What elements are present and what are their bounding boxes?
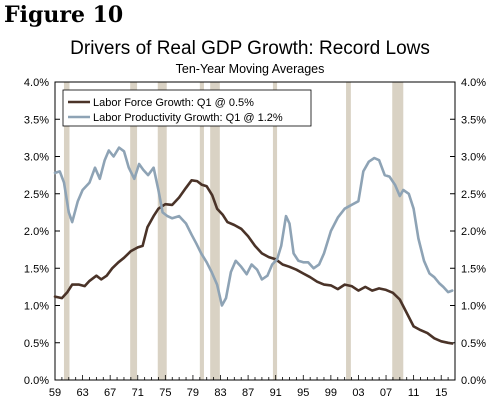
y-tick-label-left: 3.5%: [24, 114, 49, 126]
y-tick-label-right: 1.0%: [461, 301, 486, 313]
figure-label: Figure 10: [4, 2, 124, 28]
chart-title: Drivers of Real GDP Growth: Record Lows: [70, 38, 430, 59]
y-tick-label-right: 4.0%: [461, 77, 486, 89]
recession-bands: [63, 82, 404, 380]
x-tick-label: 99: [325, 387, 337, 399]
x-tick-label: 75: [159, 387, 171, 399]
chart-subtitle: Ten-Year Moving Averages: [175, 62, 325, 76]
y-axis-left-labels: 0.0% 0.5% 1.0% 1.5% 2.0% 2.5% 3.0% 3.5% 4.0%: [24, 77, 49, 387]
x-tick-label: 59: [49, 387, 61, 399]
x-tick-label: 11: [408, 387, 419, 399]
y-tick-label-left: 2.0%: [24, 226, 49, 238]
y-tick-label-right: 2.0%: [461, 226, 486, 238]
y-tick-label-left: 1.5%: [24, 263, 49, 275]
series-lines: [53, 146, 454, 345]
x-tick-label: 63: [76, 387, 88, 399]
recession-band-1: [130, 82, 138, 380]
legend-entry-labor-force: Labor Force Growth: Q1 @ 0.5%: [93, 97, 254, 109]
x-tick-label: 83: [214, 387, 226, 399]
recession-band-7: [392, 82, 404, 380]
x-tick-label: 71: [132, 387, 144, 399]
series-line-labor-productivity: [53, 146, 454, 307]
y-tick-label-left: 3.0%: [24, 152, 49, 164]
y-tick-label-left: 2.5%: [24, 189, 49, 201]
y-tick-label-right: 0.0%: [461, 375, 486, 387]
legend-box: [62, 89, 312, 127]
recession-band-6: [346, 82, 351, 380]
y-tick-label-left: 0.0%: [24, 375, 49, 387]
y-tick-label-right: 3.5%: [461, 114, 486, 126]
x-tick-label: 15: [435, 387, 447, 399]
x-tick-label: 03: [352, 387, 364, 399]
series-line-labor-force: [53, 179, 454, 345]
x-tick-label: 95: [297, 387, 309, 399]
x-tick-label: 07: [380, 387, 392, 399]
recession-band-4: [210, 82, 220, 380]
x-tick-label: 67: [104, 387, 116, 399]
x-tick-label: 87: [242, 387, 254, 399]
x-tick-label: 91: [270, 387, 282, 399]
recession-band-5: [272, 82, 278, 380]
x-axis-labels: 59 63 67 71 75 79 83 87 91 95 99 03 07 11 15: [49, 387, 447, 399]
y-tick-label-left: 0.5%: [24, 338, 49, 350]
recession-band-3: [199, 82, 204, 380]
y-tick-label-right: 2.5%: [461, 189, 486, 201]
y-tick-label-left: 4.0%: [24, 77, 49, 89]
y-tick-label-right: 1.5%: [461, 263, 486, 275]
legend-entry-labor-productivity: Labor Productivity Growth: Q1 @ 1.2%: [93, 112, 283, 124]
legend: Labor Force Growth: Q1 @ 0.5% Labor Prod…: [62, 89, 312, 127]
y-axis-right-labels: 0.0% 0.5% 1.0% 1.5% 2.0% 2.5% 3.0% 3.5% 4.0%: [461, 77, 486, 387]
y-tick-label-right: 3.0%: [461, 152, 486, 164]
recession-band-2: [157, 82, 167, 380]
recession-band-0: [63, 82, 70, 380]
y-tick-label-left: 1.0%: [24, 301, 49, 313]
x-tick-label: 79: [187, 387, 199, 399]
y-tick-label-right: 0.5%: [461, 338, 486, 350]
